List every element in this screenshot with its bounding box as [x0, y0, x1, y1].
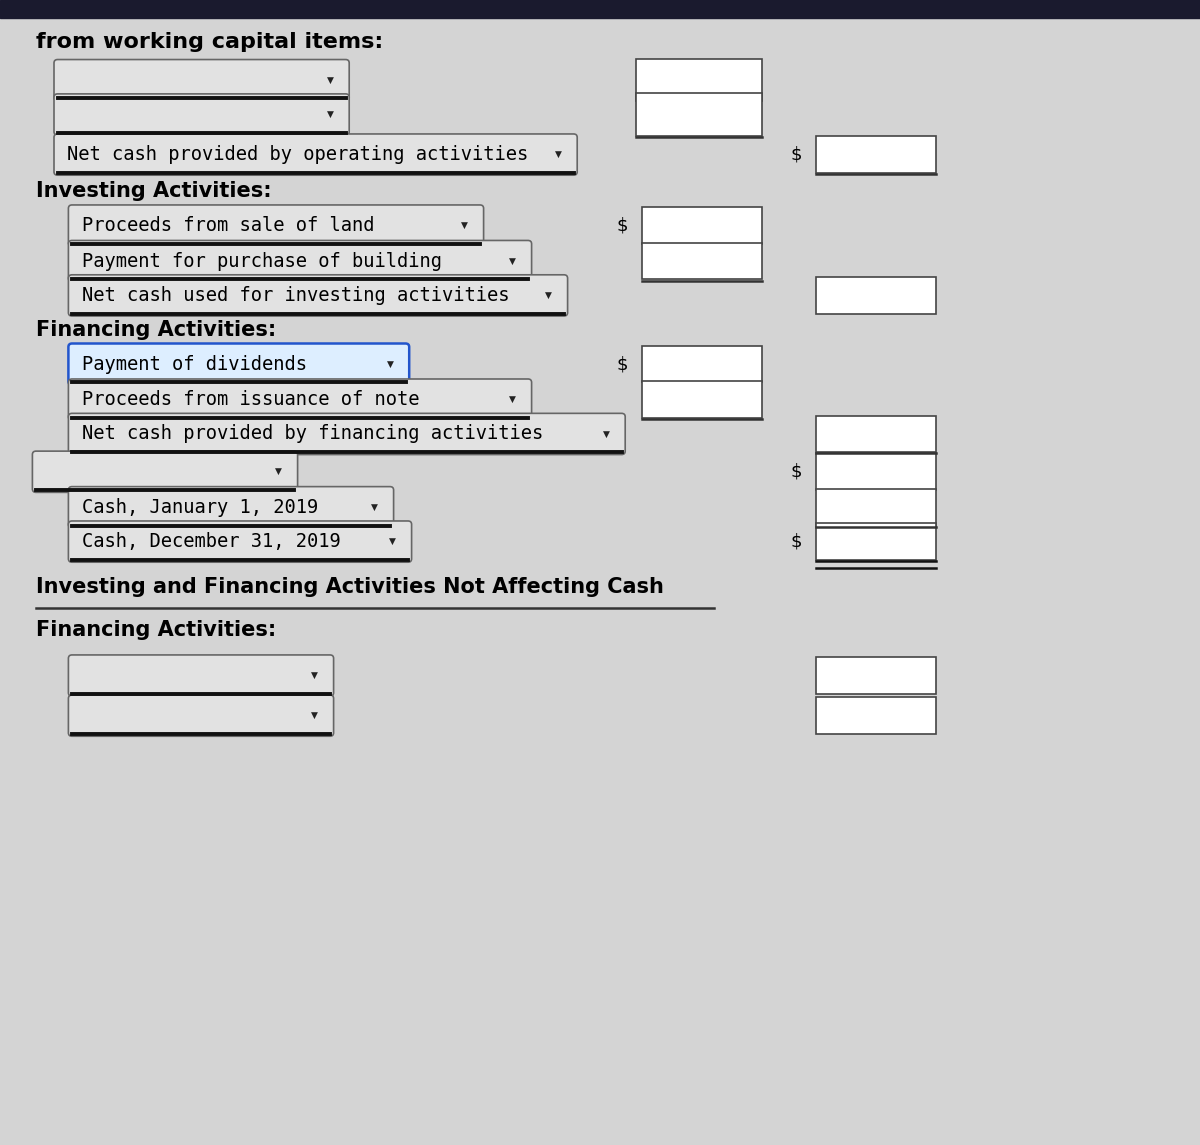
FancyBboxPatch shape	[68, 521, 412, 562]
FancyBboxPatch shape	[68, 695, 334, 736]
Text: ▼: ▼	[554, 150, 562, 159]
Text: ▼: ▼	[326, 76, 334, 85]
Text: Cash, January 1, 2019: Cash, January 1, 2019	[82, 498, 318, 516]
Bar	[816, 657, 936, 694]
Text: Financing Activities:: Financing Activities:	[36, 619, 276, 640]
Text: ▼: ▼	[311, 671, 318, 680]
Text: Payment for purchase of building: Payment for purchase of building	[82, 252, 442, 270]
Text: Payment of dividends: Payment of dividends	[82, 355, 307, 373]
Text: Net cash used for investing activities: Net cash used for investing activities	[82, 286, 509, 305]
FancyBboxPatch shape	[68, 379, 532, 420]
FancyBboxPatch shape	[68, 655, 334, 696]
FancyBboxPatch shape	[68, 205, 484, 246]
Text: ▼: ▼	[371, 503, 378, 512]
Text: ▼: ▼	[509, 395, 516, 404]
Text: ▼: ▼	[461, 221, 468, 230]
Bar	[636, 58, 762, 101]
Text: ▼: ▼	[275, 467, 282, 476]
Text: ▼: ▼	[311, 711, 318, 720]
Bar	[642, 207, 762, 244]
Text: Investing and Financing Activities Not Affecting Cash: Investing and Financing Activities Not A…	[36, 577, 664, 598]
FancyBboxPatch shape	[68, 344, 409, 385]
Bar	[636, 93, 762, 135]
Text: ▼: ▼	[545, 291, 552, 300]
Text: ▼: ▼	[389, 537, 396, 546]
FancyBboxPatch shape	[54, 60, 349, 101]
Text: Net cash provided by financing activities: Net cash provided by financing activitie…	[82, 425, 542, 443]
Text: $: $	[616, 355, 628, 373]
Text: Investing Activities:: Investing Activities:	[36, 181, 271, 202]
Bar	[816, 523, 936, 560]
Text: Adjustments for cash flow effects: Adjustments for cash flow effects	[36, 1, 395, 19]
Bar	[816, 453, 936, 490]
Text: $: $	[790, 145, 802, 164]
Text: ▼: ▼	[326, 110, 334, 119]
FancyBboxPatch shape	[54, 94, 349, 135]
Text: $: $	[790, 532, 802, 551]
Text: Cash, December 31, 2019: Cash, December 31, 2019	[82, 532, 341, 551]
Bar	[642, 346, 762, 382]
FancyBboxPatch shape	[68, 413, 625, 455]
Bar	[816, 697, 936, 734]
Bar	[816, 136, 936, 173]
Text: Proceeds from sale of land: Proceeds from sale of land	[82, 216, 374, 235]
Text: ▼: ▼	[509, 256, 516, 266]
Text: Proceeds from issuance of note: Proceeds from issuance of note	[82, 390, 419, 409]
Text: Net cash provided by operating activities: Net cash provided by operating activitie…	[67, 145, 528, 164]
Bar	[816, 489, 936, 526]
FancyBboxPatch shape	[68, 275, 568, 316]
FancyBboxPatch shape	[68, 487, 394, 528]
Text: $: $	[616, 216, 628, 235]
Bar	[642, 381, 762, 418]
Bar	[642, 243, 762, 279]
Text: $: $	[790, 463, 802, 481]
Text: from working capital items:: from working capital items:	[36, 32, 383, 53]
Text: ▼: ▼	[602, 429, 610, 439]
Bar	[816, 416, 936, 452]
Bar	[816, 277, 936, 314]
Text: Financing Activities:: Financing Activities:	[36, 319, 276, 340]
Bar	[0, 0, 1200, 18]
FancyBboxPatch shape	[32, 451, 298, 492]
Text: ▼: ▼	[386, 360, 394, 369]
FancyBboxPatch shape	[68, 240, 532, 282]
FancyBboxPatch shape	[54, 134, 577, 175]
